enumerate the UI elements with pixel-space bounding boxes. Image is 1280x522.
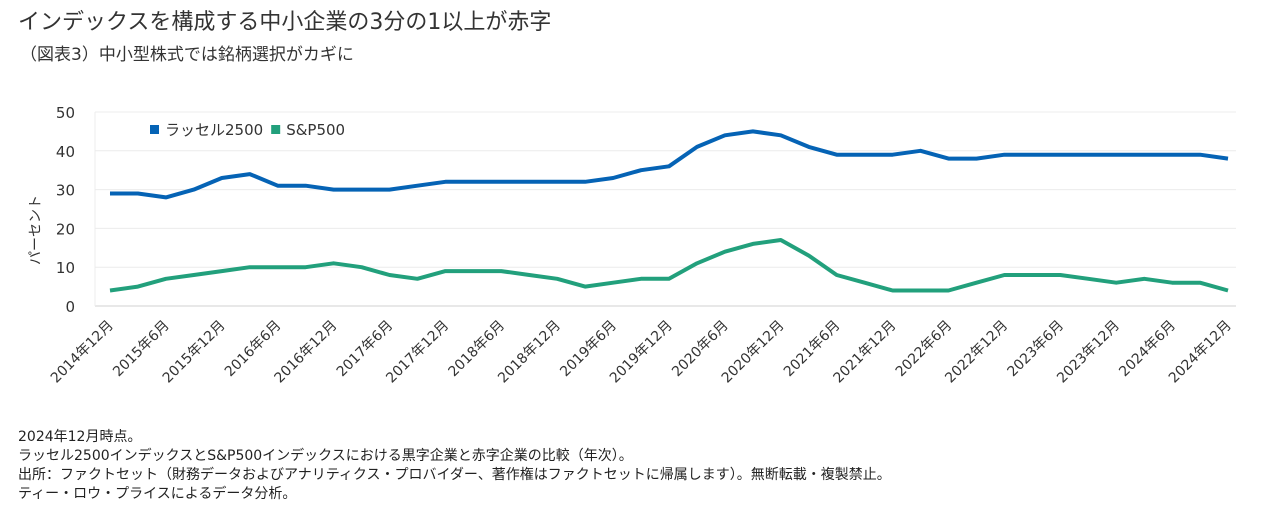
series-line-sp500 bbox=[109, 238, 1229, 293]
legend-swatch bbox=[150, 125, 159, 134]
series-lines bbox=[109, 129, 1229, 293]
y-tick-label: 0 bbox=[65, 298, 75, 316]
legend: ラッセル2500 S&P500 bbox=[150, 121, 345, 139]
y-tick-label: 40 bbox=[56, 143, 75, 161]
y-tick-label: 30 bbox=[56, 182, 75, 200]
footnotes: 2024年12月時点。 ラッセル2500インデックスとS&P500インデックスに… bbox=[18, 428, 891, 504]
y-tick-label: 20 bbox=[56, 220, 75, 238]
series-line-russell2500 bbox=[110, 129, 1229, 200]
legend-swatch bbox=[271, 125, 281, 134]
y-axis-label: パーセント bbox=[28, 195, 44, 265]
y-tick-label: 50 bbox=[56, 104, 75, 122]
line-chart: 0 10 20 30 40 50 パーセント 2014年12月2015年6月2015年12… bbox=[28, 104, 1236, 387]
footnote: 2024年12月時点。 bbox=[18, 429, 142, 445]
x-tick-label: 2014年12月 bbox=[48, 318, 117, 387]
y-tick-label: 10 bbox=[56, 259, 75, 277]
legend-label: ラッセル2500 bbox=[165, 121, 263, 139]
footnote: ティー・ロウ・プライスによるデータ分析。 bbox=[18, 486, 297, 502]
footnote: ラッセル2500インデックスとS&P500インデックスにおける黒字企業と赤字企業… bbox=[18, 448, 633, 464]
y-tick-labels: 0 10 20 30 40 50 bbox=[56, 104, 75, 316]
chart-subtitle: （図表3）中小型株式では銘柄選択がカギに bbox=[20, 45, 354, 65]
legend-label: S&P500 bbox=[286, 121, 345, 139]
x-tick-labels: 2014年12月2015年6月2015年12月2016年6月2016年12月20… bbox=[48, 318, 1235, 387]
chart-title: インデックスを構成する中小企業の3分の1以上が赤字 bbox=[18, 10, 552, 35]
footnote: 出所：ファクトセット（財務データおよびアナリティクス・プロバイダー、著作権はファ… bbox=[18, 467, 891, 483]
